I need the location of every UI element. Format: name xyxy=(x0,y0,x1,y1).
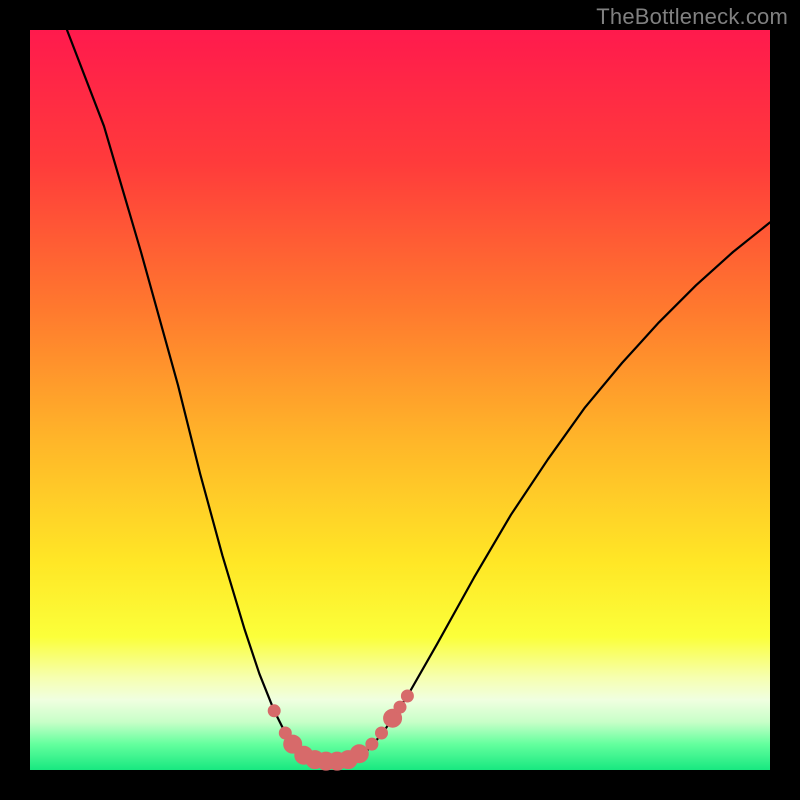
curve-marker xyxy=(376,727,388,739)
chart-stage: TheBottleneck.com xyxy=(0,0,800,800)
curve-marker xyxy=(350,745,368,763)
plot-area xyxy=(30,30,770,770)
curve-marker xyxy=(268,705,280,717)
curve-marker xyxy=(401,690,413,702)
curve-markers xyxy=(268,690,413,770)
bottleneck-curve xyxy=(67,30,770,761)
watermark-text: TheBottleneck.com xyxy=(596,4,788,30)
curve-layer xyxy=(30,30,770,770)
curve-marker xyxy=(394,701,406,713)
curve-marker xyxy=(366,738,378,750)
